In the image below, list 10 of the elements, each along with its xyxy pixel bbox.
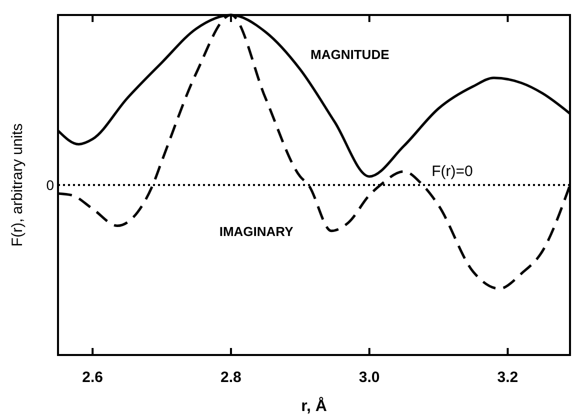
y-axis-title: F(r), arbitrary units xyxy=(9,123,26,247)
x-tick-label: 2.8 xyxy=(220,369,242,386)
series-label: MAGNITUDE xyxy=(310,47,390,62)
text: 0 xyxy=(46,177,54,193)
ref-line-label: F(r)=0 xyxy=(432,163,473,180)
x-axis-title: r, Å xyxy=(301,396,328,415)
text: IMAGINARY xyxy=(219,224,294,239)
x-tick-label: 3.2 xyxy=(497,369,518,386)
x-tick-label: 2.6 xyxy=(82,369,104,386)
x-tick-label: 3.0 xyxy=(358,369,380,386)
